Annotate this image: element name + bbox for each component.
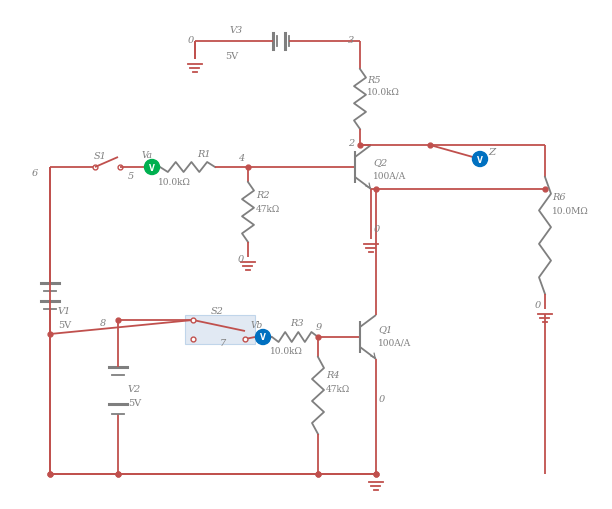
Text: V3: V3 [230,25,243,35]
Text: 6: 6 [32,168,38,177]
Text: Q1: Q1 [378,325,392,334]
Text: 10.0kΩ: 10.0kΩ [270,347,303,356]
Text: 5: 5 [128,171,134,180]
Text: Z: Z [488,147,495,156]
Text: S1: S1 [94,151,107,160]
Text: 5V: 5V [128,399,141,408]
Text: V1: V1 [58,306,71,316]
Text: R3: R3 [290,319,304,328]
Text: 0: 0 [379,394,385,404]
Text: R6: R6 [552,193,565,202]
Text: 0: 0 [535,300,541,309]
Text: 100A/A: 100A/A [378,338,411,347]
Text: 0: 0 [188,36,194,44]
Text: V2: V2 [128,385,141,394]
Text: 0: 0 [374,225,380,234]
Text: V: V [149,163,155,172]
Text: S2: S2 [211,307,224,316]
Text: 47kΩ: 47kΩ [256,205,280,214]
Text: R1: R1 [197,149,211,158]
Circle shape [472,152,488,167]
Text: V: V [260,333,266,342]
Text: 2: 2 [348,138,354,147]
Text: 0: 0 [238,255,244,264]
Text: V: V [477,155,483,164]
Text: R5: R5 [367,75,381,84]
Text: 9: 9 [316,323,323,332]
Text: 7: 7 [220,339,226,348]
Circle shape [255,330,271,345]
Text: 8: 8 [100,318,106,327]
Text: 3: 3 [348,36,354,44]
Text: R2: R2 [256,191,270,200]
Text: 10.0kΩ: 10.0kΩ [367,88,400,96]
Text: R4: R4 [326,371,340,380]
Text: 10.0MΩ: 10.0MΩ [552,206,589,215]
Text: 10.0kΩ: 10.0kΩ [158,177,191,186]
Bar [185,316,255,344]
Circle shape [144,160,160,175]
Text: 5V: 5V [58,320,71,329]
Text: 5V: 5V [225,51,238,61]
Text: Vb: Vb [251,320,263,329]
Text: 47kΩ: 47kΩ [326,385,350,394]
Text: Q2: Q2 [373,158,387,167]
Text: Va: Va [142,150,153,159]
Text: 100A/A: 100A/A [373,171,406,180]
Text: 4: 4 [238,153,244,162]
